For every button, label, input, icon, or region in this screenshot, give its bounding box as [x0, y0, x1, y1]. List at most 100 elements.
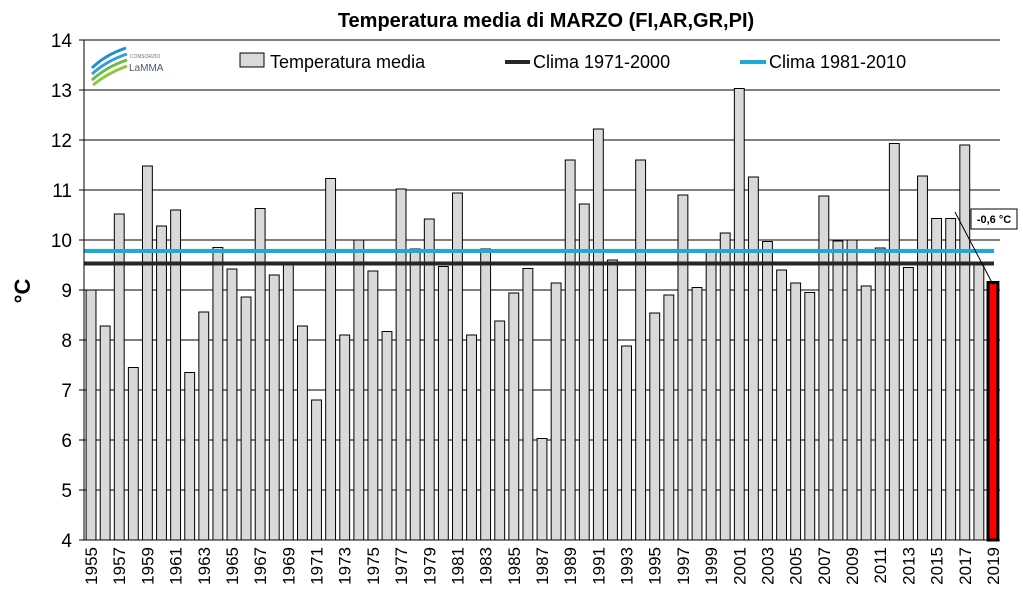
x-tick-label-1981: 1981	[448, 547, 467, 585]
bar-1986	[522, 268, 534, 541]
x-tick-label-2019: 2019	[984, 547, 1003, 585]
bar-1972	[325, 178, 337, 541]
logo-wave-icon-4	[92, 64, 128, 87]
y-tick-label-6: 6	[61, 431, 72, 452]
bar-1999	[705, 252, 717, 541]
bar-1958	[127, 367, 139, 541]
x-tick-label-1977: 1977	[392, 547, 411, 585]
bar-2018	[973, 264, 985, 541]
anomaly-annotation: -0,6 °C	[954, 208, 1018, 285]
y-tick-label-7: 7	[61, 381, 72, 402]
bar-2012	[888, 143, 900, 541]
lamma-logo: CONSORZIO LaMMA	[90, 46, 164, 87]
bar-2001	[733, 88, 745, 541]
axes	[83, 40, 1000, 541]
bar-1983	[480, 248, 492, 541]
bar-1990	[578, 203, 590, 541]
y-axis-ticks: 4 5 6 7 8 9 10 11 12 13 14	[51, 31, 84, 552]
y-tick-label-11: 11	[52, 181, 72, 202]
y-tick-label-12: 12	[51, 131, 72, 152]
bar-2007	[818, 195, 830, 541]
logo-wave-icon-2	[90, 52, 128, 76]
bar-1956	[99, 325, 111, 541]
legend-label-bar: Temperatura media	[270, 52, 426, 72]
bar-1998	[691, 287, 703, 541]
y-tick-label-9: 9	[61, 281, 72, 302]
y-tick-label-5: 5	[61, 481, 72, 502]
x-tick-label-2011: 2011	[871, 547, 890, 584]
bar-1955	[85, 289, 97, 541]
bar-1969	[282, 263, 294, 541]
bar-2019	[986, 281, 1000, 542]
logo-text-big: LaMMA	[129, 63, 164, 74]
annotation-box	[970, 208, 1018, 230]
bar-1962	[184, 372, 196, 541]
bar-1993	[621, 345, 632, 541]
bar-1966	[240, 296, 252, 541]
bar-2006	[804, 292, 816, 541]
y-tick-label-13: 13	[51, 81, 72, 102]
bar-2009	[846, 239, 858, 541]
x-tick-label-1971: 1971	[308, 547, 327, 585]
bar-1968	[268, 274, 280, 541]
bar-1979	[423, 218, 435, 541]
bar-2002	[747, 176, 759, 541]
bar-2017	[959, 144, 971, 541]
x-tick-label-1973: 1973	[336, 547, 355, 585]
bar-1989	[564, 159, 576, 541]
bar-2014	[917, 175, 928, 541]
bar-1991	[592, 128, 604, 541]
bar-2013	[902, 267, 914, 541]
x-tick-label-1979: 1979	[420, 547, 439, 585]
bar-1987	[536, 438, 548, 541]
x-tick-label-1955: 1955	[82, 547, 101, 585]
y-tick-label-4: 4	[61, 531, 72, 552]
bar-1970	[297, 325, 308, 541]
bar-2010	[860, 285, 872, 541]
x-tick-label-1991: 1991	[589, 547, 608, 585]
bar-1975	[367, 270, 379, 541]
bar-1974	[353, 239, 365, 541]
bar-2008	[832, 240, 844, 541]
bar-1980	[437, 266, 449, 541]
bar-1988	[550, 282, 562, 541]
chart-title: Temperatura media di MARZO (FI,AR,GR,PI)	[338, 10, 754, 32]
x-tick-label-1959: 1959	[138, 547, 157, 585]
legend-label-clima-1971-2000: Clima 1971-2000	[533, 52, 670, 72]
x-tick-label-1967: 1967	[251, 547, 270, 585]
bar-1997	[677, 194, 689, 541]
bar-2011	[874, 247, 886, 541]
legend-swatch-bar	[239, 52, 265, 68]
bar-1976	[381, 331, 393, 541]
x-tick-label-1975: 1975	[364, 547, 383, 585]
bar-2016	[945, 218, 957, 541]
bar-2000	[719, 232, 731, 541]
annotation-label: -0,6 °C	[977, 214, 1011, 226]
legend-label-clima-1981-2010: Clima 1981-2010	[769, 52, 906, 72]
bar-1994	[635, 159, 647, 541]
y-tick-label-10: 10	[51, 231, 72, 252]
legend: Temperatura media Clima 1971-2000 Clima …	[239, 52, 906, 72]
bar-1981	[452, 192, 463, 541]
x-tick-label-2007: 2007	[815, 547, 834, 585]
bar-1959	[141, 165, 153, 541]
x-tick-label-1965: 1965	[223, 547, 242, 585]
bar-1984	[494, 320, 506, 541]
bar-1978	[409, 248, 421, 541]
x-tick-label-1999: 1999	[702, 547, 721, 585]
x-tick-label-1995: 1995	[646, 547, 665, 585]
x-tick-label-1987: 1987	[533, 547, 552, 585]
bar-2015	[931, 218, 943, 541]
x-tick-label-2015: 2015	[928, 547, 947, 585]
x-tick-label-2001: 2001	[730, 547, 749, 585]
x-tick-label-2017: 2017	[956, 547, 975, 585]
x-tick-label-1963: 1963	[195, 547, 214, 585]
x-tick-label-1997: 1997	[674, 547, 693, 585]
bars	[85, 88, 1000, 542]
x-tick-label-2005: 2005	[787, 547, 806, 585]
annotation-leader	[954, 211, 994, 285]
bar-1996	[663, 294, 675, 541]
y-axis-label: °C	[10, 279, 35, 304]
bar-1995	[649, 312, 661, 541]
bar-1982	[466, 334, 477, 541]
